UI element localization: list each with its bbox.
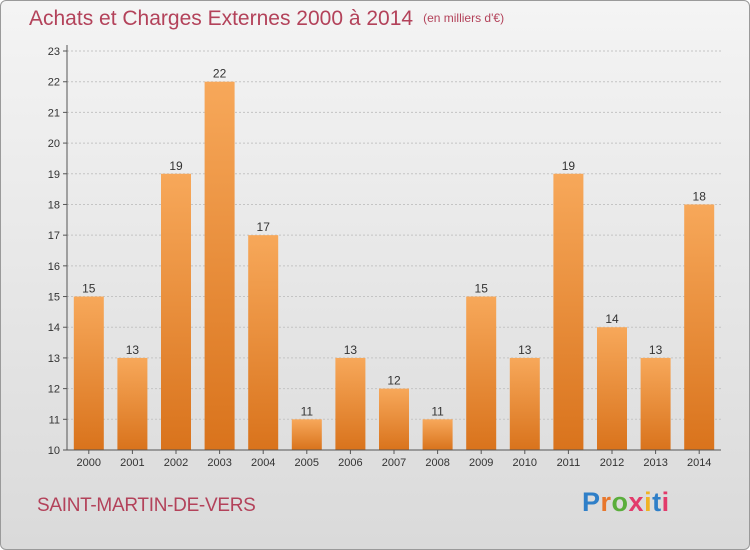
y-tick-label: 22 (48, 77, 60, 89)
x-tick-label: 2014 (687, 457, 711, 469)
logo-letter: i (661, 487, 670, 517)
data-label: 15 (475, 282, 489, 296)
bar (204, 81, 235, 450)
bar (684, 204, 715, 450)
data-label: 13 (649, 343, 663, 357)
bar (379, 388, 409, 450)
bar (73, 296, 104, 450)
x-tick-label: 2011 (557, 457, 581, 469)
data-label: 12 (387, 374, 401, 388)
y-tick-label: 10 (48, 445, 60, 457)
y-tick-label: 13 (48, 353, 60, 365)
bar (640, 357, 671, 450)
logo-letter: t (652, 487, 662, 517)
bar (509, 357, 540, 450)
data-label: 19 (562, 159, 576, 173)
bars: 15 13 19 22 17 11 13 12 11 15 13 19 14 13 18 (73, 67, 715, 450)
x-tick-label: 2009 (469, 457, 493, 469)
x-tick-label: 2008 (425, 457, 449, 469)
data-label: 13 (126, 343, 140, 357)
y-tick-label: 11 (49, 414, 60, 426)
data-label: 22 (213, 67, 227, 81)
y-tick-label: 17 (48, 230, 60, 242)
data-label: 11 (431, 404, 444, 418)
bar (291, 419, 322, 450)
chart-title: Achats et Charges Externes 2000 à 2014 (e… (29, 7, 504, 31)
bar (335, 357, 366, 450)
data-label: 14 (605, 312, 619, 326)
commune-name: SAINT-MARTIN-DE-VERS (37, 495, 256, 516)
x-tick-label: 2012 (600, 457, 624, 469)
y-tick-label: 23 (48, 46, 60, 58)
y-tick-label: 12 (48, 384, 60, 396)
data-label: 11 (301, 404, 314, 418)
chart-title-text: Achats et Charges Externes 2000 à 2014 (29, 7, 414, 30)
y-tick-label: 14 (48, 322, 60, 334)
x-tick-label: 2004 (251, 457, 275, 469)
x-tick-label: 2000 (77, 457, 101, 469)
x-tick-label: 2010 (513, 457, 537, 469)
logo-letter: i (644, 487, 653, 517)
data-label: 15 (82, 282, 96, 296)
x-tick-label: 2003 (207, 457, 231, 469)
bar (248, 235, 279, 450)
data-label: 13 (344, 343, 358, 357)
bar (161, 173, 191, 450)
x-tick-label: 2001 (120, 457, 144, 469)
y-tick-label: 20 (48, 138, 60, 150)
y-tick-label: 16 (48, 261, 60, 273)
y-tick-label: 19 (48, 169, 60, 181)
bar (553, 173, 584, 450)
y-tick-label: 21 (48, 107, 60, 119)
bar (117, 357, 148, 450)
logo-letter: P (582, 487, 601, 517)
logo-letter: r (600, 487, 612, 517)
x-tick-label: 2006 (338, 457, 362, 469)
bar (466, 296, 497, 450)
chart-unit: (en milliers d'€) (423, 11, 505, 25)
data-label: 18 (693, 189, 707, 203)
axes: 10 11 12 13 14 15 16 17 18 19 20 21 22 23 2000 2001 2002… (48, 45, 721, 469)
proxiti-logo: Proxiti (582, 487, 670, 518)
logo-letter: x (628, 487, 645, 517)
y-tick-label: 15 (48, 292, 60, 304)
x-tick-label: 2013 (643, 457, 667, 469)
data-label: 13 (518, 343, 532, 357)
x-tick-label: 2002 (164, 457, 188, 469)
x-tick-label: 2005 (295, 457, 319, 469)
data-label: 17 (257, 220, 271, 234)
data-label: 19 (169, 159, 183, 173)
y-tick-label: 18 (48, 199, 60, 211)
logo-letter: o (611, 487, 629, 517)
bar (422, 419, 453, 450)
bar (597, 327, 627, 450)
x-tick-label: 2007 (382, 457, 406, 469)
